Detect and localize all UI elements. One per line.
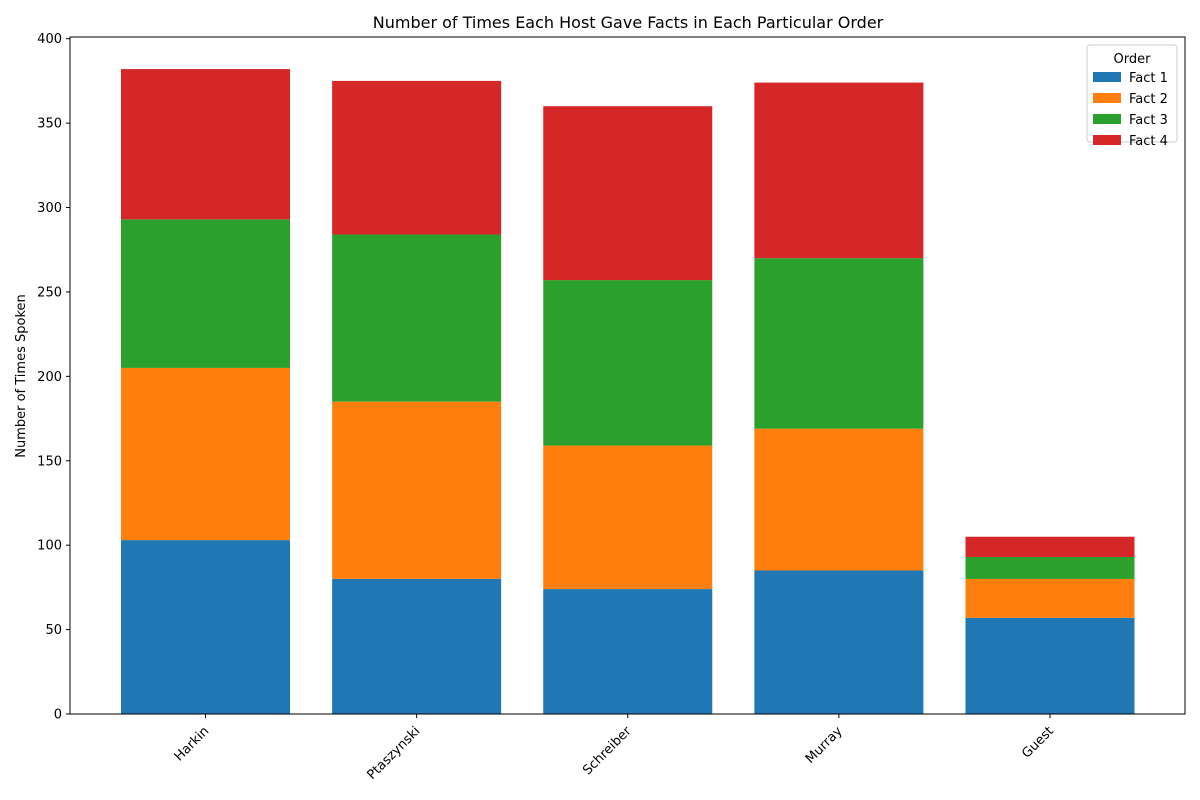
y-tick-label: 100	[37, 539, 62, 554]
x-tick-label-ptaszynski: Ptaszynski	[365, 724, 424, 783]
bar-guest-fact-1	[965, 617, 1135, 714]
bar-murray-fact-4	[754, 82, 924, 259]
legend-label-fact-4: Fact 4	[1129, 134, 1168, 149]
legend-label-fact-3: Fact 3	[1129, 113, 1168, 128]
bar-murray-fact-2	[754, 428, 924, 571]
bar-guest-fact-4	[965, 536, 1135, 557]
bar-guest-fact-2	[965, 578, 1135, 618]
legend-label-fact-1: Fact 1	[1129, 71, 1168, 86]
x-tick-label-murray: Murray	[803, 724, 846, 767]
legend: Order Fact 1 Fact 2 Fact 3 Fact 4	[1086, 44, 1178, 149]
y-axis-label: Number of Times Spoken	[14, 294, 29, 458]
bar-ptaszynski-fact-2	[332, 401, 502, 579]
bar-murray-fact-1	[754, 570, 924, 714]
bar-schreiber-fact-3	[543, 280, 713, 446]
bar-schreiber-fact-2	[543, 445, 713, 590]
y-tick-label: 250	[37, 285, 62, 300]
bar-harkin-fact-4	[121, 69, 290, 220]
y-tick-label: 400	[37, 32, 62, 47]
x-tick-label-schreiber: Schreiber	[580, 723, 635, 778]
bar-harkin-fact-3	[121, 219, 290, 368]
x-tick-label-harkin: Harkin	[172, 724, 213, 765]
legend-title: Order	[1114, 52, 1152, 67]
bars-layer	[121, 69, 1135, 714]
bar-ptaszynski-fact-4	[332, 80, 502, 235]
bar-schreiber-fact-1	[543, 589, 713, 714]
bar-ptaszynski-fact-3	[332, 234, 502, 402]
legend-swatch-fact-3	[1093, 114, 1121, 124]
y-tick-label: 0	[54, 708, 62, 723]
bar-harkin-fact-2	[121, 367, 290, 541]
y-tick-label: 300	[37, 201, 62, 216]
y-tick-label: 200	[37, 370, 62, 385]
bar-ptaszynski-fact-1	[332, 578, 502, 714]
x-tick-label-guest: Guest	[1019, 724, 1057, 762]
bar-murray-fact-3	[754, 258, 924, 429]
bar-harkin-fact-1	[121, 540, 290, 714]
y-tick-label: 50	[45, 623, 62, 638]
bar-guest-fact-3	[965, 556, 1135, 579]
bar-schreiber-fact-4	[543, 106, 713, 281]
legend-label-fact-2: Fact 2	[1129, 92, 1168, 107]
legend-swatch-fact-2	[1093, 93, 1121, 103]
y-tick-label: 150	[37, 454, 62, 469]
y-tick-label: 350	[37, 117, 62, 132]
legend-swatch-fact-1	[1093, 72, 1121, 82]
chart-title: Number of Times Each Host Gave Facts in …	[373, 13, 884, 32]
legend-swatch-fact-4	[1093, 135, 1121, 145]
